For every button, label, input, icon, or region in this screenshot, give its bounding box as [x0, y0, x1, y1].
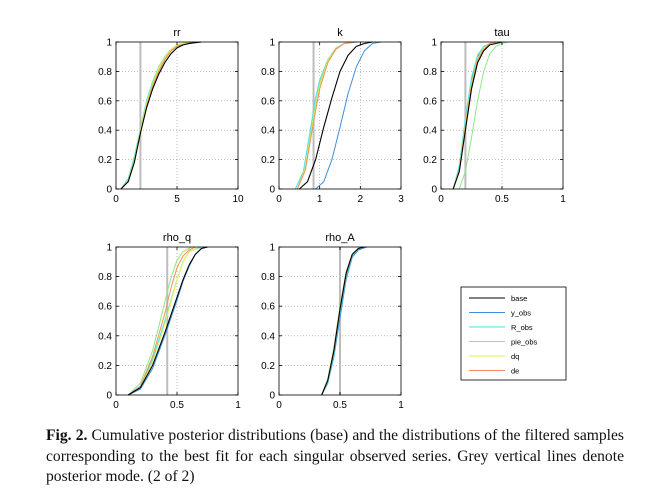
y-tick-label: 0	[106, 185, 112, 196]
x-tick-label: 0	[276, 400, 282, 411]
series-line-pie_obs	[458, 41, 509, 190]
legend-label-dq: dq	[511, 352, 519, 361]
chart-title: rho_A	[325, 232, 355, 244]
series-line-R_obs	[321, 246, 365, 396]
x-tick-label: 1	[317, 194, 323, 205]
series-line-de	[321, 246, 365, 396]
y-tick-label: 0.8	[261, 272, 275, 283]
legend-label-de: de	[511, 367, 519, 376]
figure-caption: Fig. 2. Cumulative posterior distributio…	[46, 426, 624, 488]
x-tick-label: 2	[358, 194, 364, 205]
series-line-R_obs	[127, 246, 202, 396]
x-tick-label: 0	[276, 194, 282, 205]
caption-text: Cumulative posterior distributions (base…	[46, 427, 624, 485]
y-tick-label: 0.2	[261, 155, 275, 166]
y-tick-label: 0.4	[98, 331, 112, 342]
x-tick-label: 0.5	[495, 194, 509, 205]
legend-label-y_obs: y_obs	[511, 309, 531, 318]
chart-panel-tau: 0 0.2 0.4 0.6 0.8 1 0 0.5 1 tau	[423, 27, 566, 205]
y-tick-label: 0.4	[261, 331, 275, 342]
y-tick-label: 0.8	[423, 67, 437, 78]
y-tick-label: 1	[431, 38, 437, 49]
y-tick-label: 1	[269, 243, 275, 254]
chart-panel-rho_A: 0 0.2 0.4 0.6 0.8 1 0 0.5 1 rho_A	[261, 232, 404, 411]
y-tick-label: 0	[269, 391, 275, 402]
y-tick-label: 0.2	[98, 155, 112, 166]
y-tick-label: 0.6	[261, 96, 275, 107]
y-tick-label: 0.8	[98, 272, 112, 283]
y-tick-label: 0.8	[98, 67, 112, 78]
legend-label-base: base	[511, 294, 527, 303]
x-tick-label: 1	[560, 194, 566, 205]
y-tick-label: 0.4	[423, 126, 437, 137]
legend-box	[460, 286, 567, 381]
legend-label-pie_obs: pie_obs	[511, 338, 538, 347]
chart-title: k	[337, 27, 343, 39]
series-line-base	[452, 41, 503, 190]
y-tick-label: 0	[269, 185, 275, 196]
y-tick-label: 0	[106, 391, 112, 402]
x-tick-label: 1	[398, 400, 404, 411]
x-tick-label: 0.5	[170, 400, 184, 411]
x-tick-label: 1	[235, 400, 241, 411]
axes-box	[278, 41, 402, 190]
y-tick-label: 1	[106, 38, 112, 49]
series-line-base	[298, 41, 373, 190]
series-line-dq	[321, 246, 365, 396]
y-tick-label: 0.6	[98, 302, 112, 313]
axes-box	[115, 41, 239, 190]
y-tick-label: 0	[431, 185, 437, 196]
y-tick-label: 0.6	[261, 302, 275, 313]
series-line-R_obs	[120, 41, 190, 190]
x-tick-label: 3	[398, 194, 404, 205]
series-line-pie_obs	[321, 246, 365, 396]
x-tick-label: 5	[174, 194, 180, 205]
chart-title: tau	[494, 27, 509, 39]
y-tick-label: 0.6	[423, 96, 437, 107]
series-line-de	[127, 246, 196, 396]
y-tick-label: 0.2	[423, 155, 437, 166]
y-tick-label: 0.4	[98, 126, 112, 137]
chart-panel-rho_q: 0 0.2 0.4 0.6 0.8 1 0 0.5 1 rho_q	[98, 232, 241, 411]
x-tick-label: 10	[232, 194, 244, 205]
series-line-pie_obs	[127, 246, 192, 396]
series-line-base	[120, 41, 202, 190]
y-tick-label: 0.2	[261, 361, 275, 372]
y-tick-label: 0.6	[98, 96, 112, 107]
chart-panel-k: 0 0.2 0.4 0.6 0.8 1 0 1 2 3 k	[261, 27, 404, 205]
y-tick-label: 0.4	[261, 126, 275, 137]
y-tick-label: 0.8	[261, 67, 275, 78]
series-line-base	[127, 246, 208, 396]
series-line-base	[321, 246, 365, 396]
series-line-y_obs	[315, 41, 381, 190]
x-tick-label: 0.5	[333, 400, 347, 411]
caption-label: Fig. 2.	[46, 427, 88, 444]
y-tick-label: 0.2	[98, 361, 112, 372]
y-tick-label: 1	[106, 243, 112, 254]
series-line-de	[296, 41, 357, 190]
y-tick-label: 1	[269, 38, 275, 49]
x-tick-label: 0	[438, 194, 444, 205]
legend-label-R_obs: R_obs	[511, 323, 533, 332]
chart-title: rho_q	[163, 232, 191, 244]
x-tick-label: 0	[113, 400, 119, 411]
chart-title: rr	[173, 27, 181, 39]
x-tick-label: 0	[113, 194, 119, 205]
